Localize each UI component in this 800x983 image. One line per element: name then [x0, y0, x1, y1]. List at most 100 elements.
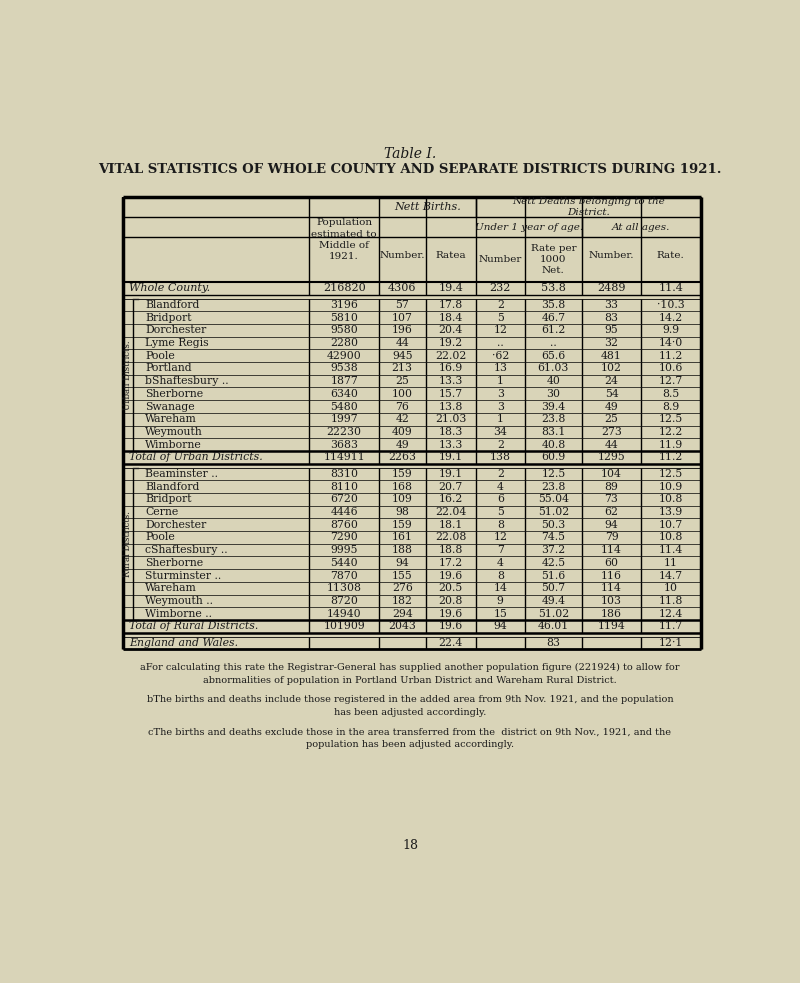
Text: 60.9: 60.9: [542, 452, 566, 462]
Text: 73: 73: [605, 494, 618, 504]
Text: 51.02: 51.02: [538, 507, 569, 517]
Text: Total of Rural Districts.: Total of Rural Districts.: [130, 621, 259, 631]
Text: 10: 10: [664, 583, 678, 593]
Text: 50.3: 50.3: [542, 520, 566, 530]
Text: 16.9: 16.9: [438, 364, 463, 374]
Text: 159: 159: [392, 520, 413, 530]
Text: 216820: 216820: [322, 283, 366, 293]
Text: Wimborne ..: Wimborne ..: [145, 608, 212, 618]
Text: 46.01: 46.01: [538, 621, 569, 631]
Text: At all ages.: At all ages.: [612, 223, 670, 232]
Text: 9.9: 9.9: [662, 325, 679, 335]
Text: 19.1: 19.1: [438, 452, 463, 462]
Text: Bridport: Bridport: [145, 494, 191, 504]
Text: 276: 276: [392, 583, 413, 593]
Text: 14.2: 14.2: [658, 313, 683, 322]
Text: Swanage: Swanage: [145, 401, 194, 412]
Text: 9995: 9995: [330, 546, 358, 555]
Text: 18: 18: [402, 839, 418, 852]
Text: cShaftesbury ..: cShaftesbury ..: [145, 546, 227, 555]
Text: 10.7: 10.7: [658, 520, 683, 530]
Text: 49.4: 49.4: [542, 596, 566, 606]
Text: 8.9: 8.9: [662, 401, 679, 412]
Text: 83.1: 83.1: [541, 427, 566, 436]
Text: 3: 3: [497, 389, 504, 399]
Text: Cerne: Cerne: [145, 507, 178, 517]
Text: 168: 168: [392, 482, 413, 492]
Text: 94: 94: [605, 520, 618, 530]
Text: 61.2: 61.2: [541, 325, 566, 335]
Text: 42.5: 42.5: [542, 557, 566, 568]
Text: Blandford: Blandford: [145, 482, 199, 492]
Text: bShaftesbury ..: bShaftesbury ..: [145, 376, 229, 386]
Text: Rate.: Rate.: [657, 251, 685, 260]
Text: 11.2: 11.2: [658, 351, 683, 361]
Text: 20.4: 20.4: [438, 325, 463, 335]
Text: 3683: 3683: [330, 439, 358, 449]
Text: ..: ..: [497, 338, 504, 348]
Text: Number: Number: [478, 256, 522, 264]
Text: 16.2: 16.2: [438, 494, 463, 504]
Text: 23.8: 23.8: [541, 414, 566, 425]
Text: Wareham: Wareham: [145, 414, 197, 425]
Text: 51.02: 51.02: [538, 608, 569, 618]
Text: 20.7: 20.7: [438, 482, 463, 492]
Text: 19.1: 19.1: [438, 469, 463, 479]
Text: 114: 114: [601, 546, 622, 555]
Text: Lyme Regis: Lyme Regis: [145, 338, 209, 348]
Text: 155: 155: [392, 570, 413, 581]
Text: 273: 273: [601, 427, 622, 436]
Text: 50.7: 50.7: [542, 583, 566, 593]
Text: 40.8: 40.8: [542, 439, 566, 449]
Text: 39.4: 39.4: [542, 401, 566, 412]
Text: Number.: Number.: [379, 251, 425, 260]
Text: 8: 8: [497, 570, 504, 581]
Text: 20.5: 20.5: [438, 583, 463, 593]
Text: 18.8: 18.8: [438, 546, 463, 555]
Text: 95: 95: [605, 325, 618, 335]
Text: 51.6: 51.6: [542, 570, 566, 581]
Text: Rural Districts.: Rural Districts.: [122, 511, 132, 577]
Text: 14: 14: [494, 583, 507, 593]
Text: Wimborne: Wimborne: [145, 439, 202, 449]
Text: 11.8: 11.8: [658, 596, 683, 606]
Text: 94: 94: [395, 557, 409, 568]
Text: 54: 54: [605, 389, 618, 399]
Text: 116: 116: [601, 570, 622, 581]
Text: 34: 34: [494, 427, 507, 436]
Text: 37.2: 37.2: [542, 546, 566, 555]
Text: Bridport: Bridport: [145, 313, 191, 322]
Text: Weymouth ..: Weymouth ..: [145, 596, 213, 606]
Text: 2280: 2280: [330, 338, 358, 348]
Text: 46.7: 46.7: [542, 313, 566, 322]
Text: 12.7: 12.7: [658, 376, 683, 386]
Text: Urban Districts.: Urban Districts.: [122, 340, 132, 410]
Text: aFor calculating this rate the Registrar-General has supplied another population: aFor calculating this rate the Registrar…: [140, 664, 680, 685]
Text: 11.9: 11.9: [658, 439, 683, 449]
Text: 57: 57: [395, 300, 409, 310]
Text: 49: 49: [605, 401, 618, 412]
Text: 65.6: 65.6: [542, 351, 566, 361]
Text: 4: 4: [497, 557, 504, 568]
Text: 1877: 1877: [330, 376, 358, 386]
Text: 6: 6: [497, 494, 504, 504]
Text: 186: 186: [601, 608, 622, 618]
Text: Sturminster ..: Sturminster ..: [145, 570, 221, 581]
Text: Under 1 year of age.: Under 1 year of age.: [475, 223, 583, 232]
Text: 22230: 22230: [326, 427, 362, 436]
Text: Total of Urban Districts.: Total of Urban Districts.: [130, 452, 263, 462]
Text: 8760: 8760: [330, 520, 358, 530]
Text: 62: 62: [605, 507, 618, 517]
Text: 83: 83: [546, 638, 560, 648]
Text: Dorchester: Dorchester: [145, 520, 206, 530]
Text: 24: 24: [605, 376, 618, 386]
Text: 19.6: 19.6: [438, 608, 463, 618]
Text: 98: 98: [395, 507, 409, 517]
Text: 4306: 4306: [388, 283, 417, 293]
Text: 79: 79: [605, 533, 618, 543]
Text: 22.4: 22.4: [438, 638, 463, 648]
Text: 33: 33: [605, 300, 618, 310]
Text: bThe births and deaths include those registered in the added area from 9th Nov. : bThe births and deaths include those reg…: [146, 695, 674, 717]
Text: 7870: 7870: [330, 570, 358, 581]
Text: 109: 109: [392, 494, 413, 504]
